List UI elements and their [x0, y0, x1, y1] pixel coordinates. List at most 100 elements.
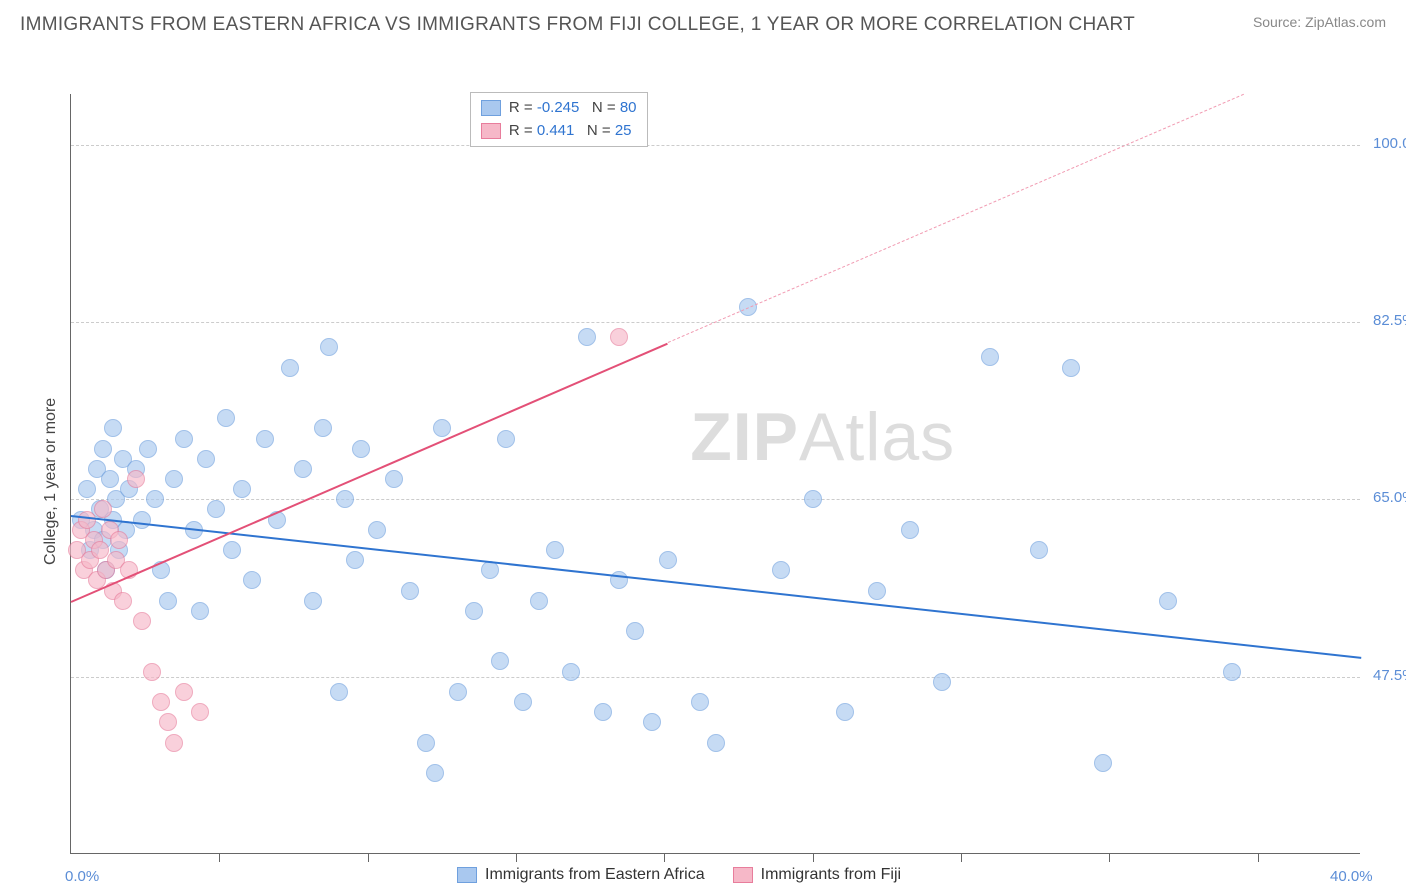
data-point — [491, 652, 509, 670]
data-point — [197, 450, 215, 468]
legend-stats-box: R = -0.245 N = 80R = 0.441 N = 25 — [470, 92, 648, 147]
data-point — [256, 430, 274, 448]
legend-swatch — [481, 100, 501, 116]
legend-swatch — [481, 123, 501, 139]
data-point — [1030, 541, 1048, 559]
data-point — [449, 683, 467, 701]
data-point — [133, 612, 151, 630]
source-attribution: Source: ZipAtlas.com — [1253, 14, 1386, 30]
data-point — [223, 541, 241, 559]
data-point — [94, 500, 112, 518]
data-point — [217, 409, 235, 427]
gridline — [71, 145, 1360, 146]
data-point — [707, 734, 725, 752]
data-point — [78, 480, 96, 498]
data-point — [691, 693, 709, 711]
data-point — [530, 592, 548, 610]
data-point — [91, 541, 109, 559]
watermark: ZIPAtlas — [690, 398, 955, 476]
regression-line — [667, 94, 1243, 343]
data-point — [578, 328, 596, 346]
x-tick-mark — [961, 854, 962, 862]
regression-line — [71, 342, 668, 602]
data-point — [1094, 754, 1112, 772]
source-link[interactable]: ZipAtlas.com — [1305, 14, 1386, 30]
data-point — [610, 328, 628, 346]
data-point — [143, 663, 161, 681]
data-point — [594, 703, 612, 721]
data-point — [836, 703, 854, 721]
data-point — [320, 338, 338, 356]
legend-item: Immigrants from Eastern Africa — [457, 866, 705, 884]
data-point — [868, 582, 886, 600]
data-point — [401, 582, 419, 600]
x-tick-mark — [516, 854, 517, 862]
data-point — [1062, 359, 1080, 377]
data-point — [659, 551, 677, 569]
data-point — [385, 470, 403, 488]
data-point — [233, 480, 251, 498]
data-point — [804, 490, 822, 508]
data-point — [346, 551, 364, 569]
data-point — [546, 541, 564, 559]
data-point — [175, 683, 193, 701]
legend-swatch — [733, 867, 753, 883]
data-point — [426, 764, 444, 782]
data-point — [330, 683, 348, 701]
x-tick-mark — [1258, 854, 1259, 862]
data-point — [114, 592, 132, 610]
data-point — [981, 348, 999, 366]
data-point — [294, 460, 312, 478]
legend-stat-text: R = -0.245 N = 80 — [509, 97, 637, 120]
legend-stat-row: R = -0.245 N = 80 — [481, 97, 637, 120]
data-point — [104, 419, 122, 437]
data-point — [127, 470, 145, 488]
data-point — [191, 602, 209, 620]
data-point — [101, 470, 119, 488]
legend-series: Immigrants from Eastern Africa Immigrants… — [457, 866, 901, 884]
y-tick-label: 65.0% — [1373, 489, 1406, 506]
y-tick-label: 82.5% — [1373, 312, 1406, 329]
gridline — [71, 677, 1360, 678]
x-tick-mark — [1109, 854, 1110, 862]
data-point — [159, 592, 177, 610]
data-point — [314, 419, 332, 437]
data-point — [901, 521, 919, 539]
data-point — [465, 602, 483, 620]
regression-line — [71, 515, 1361, 659]
legend-label: Immigrants from Eastern Africa — [485, 866, 705, 884]
data-point — [772, 561, 790, 579]
x-tick-mark — [813, 854, 814, 862]
data-point — [562, 663, 580, 681]
data-point — [133, 511, 151, 529]
legend-swatch — [457, 867, 477, 883]
data-point — [933, 673, 951, 691]
data-point — [243, 571, 261, 589]
data-point — [281, 359, 299, 377]
data-point — [481, 561, 499, 579]
data-point — [1159, 592, 1177, 610]
y-axis-label: College, 1 year or more — [42, 398, 60, 565]
x-max-label: 40.0% — [1330, 868, 1373, 885]
legend-item: Immigrants from Fiji — [733, 866, 901, 884]
data-point — [139, 440, 157, 458]
data-point — [146, 490, 164, 508]
data-point — [1223, 663, 1241, 681]
data-point — [626, 622, 644, 640]
legend-stat-row: R = 0.441 N = 25 — [481, 120, 637, 143]
data-point — [191, 703, 209, 721]
data-point — [433, 419, 451, 437]
y-tick-label: 100.0% — [1373, 135, 1406, 152]
data-point — [514, 693, 532, 711]
data-point — [165, 470, 183, 488]
data-point — [110, 531, 128, 549]
data-point — [304, 592, 322, 610]
data-point — [175, 430, 193, 448]
data-point — [417, 734, 435, 752]
data-point — [643, 713, 661, 731]
data-point — [78, 511, 96, 529]
plot-region: ZIPAtlas47.5%65.0%82.5%100.0% — [70, 94, 1360, 854]
legend-label: Immigrants from Fiji — [761, 866, 901, 884]
x-min-label: 0.0% — [65, 868, 99, 885]
data-point — [94, 440, 112, 458]
